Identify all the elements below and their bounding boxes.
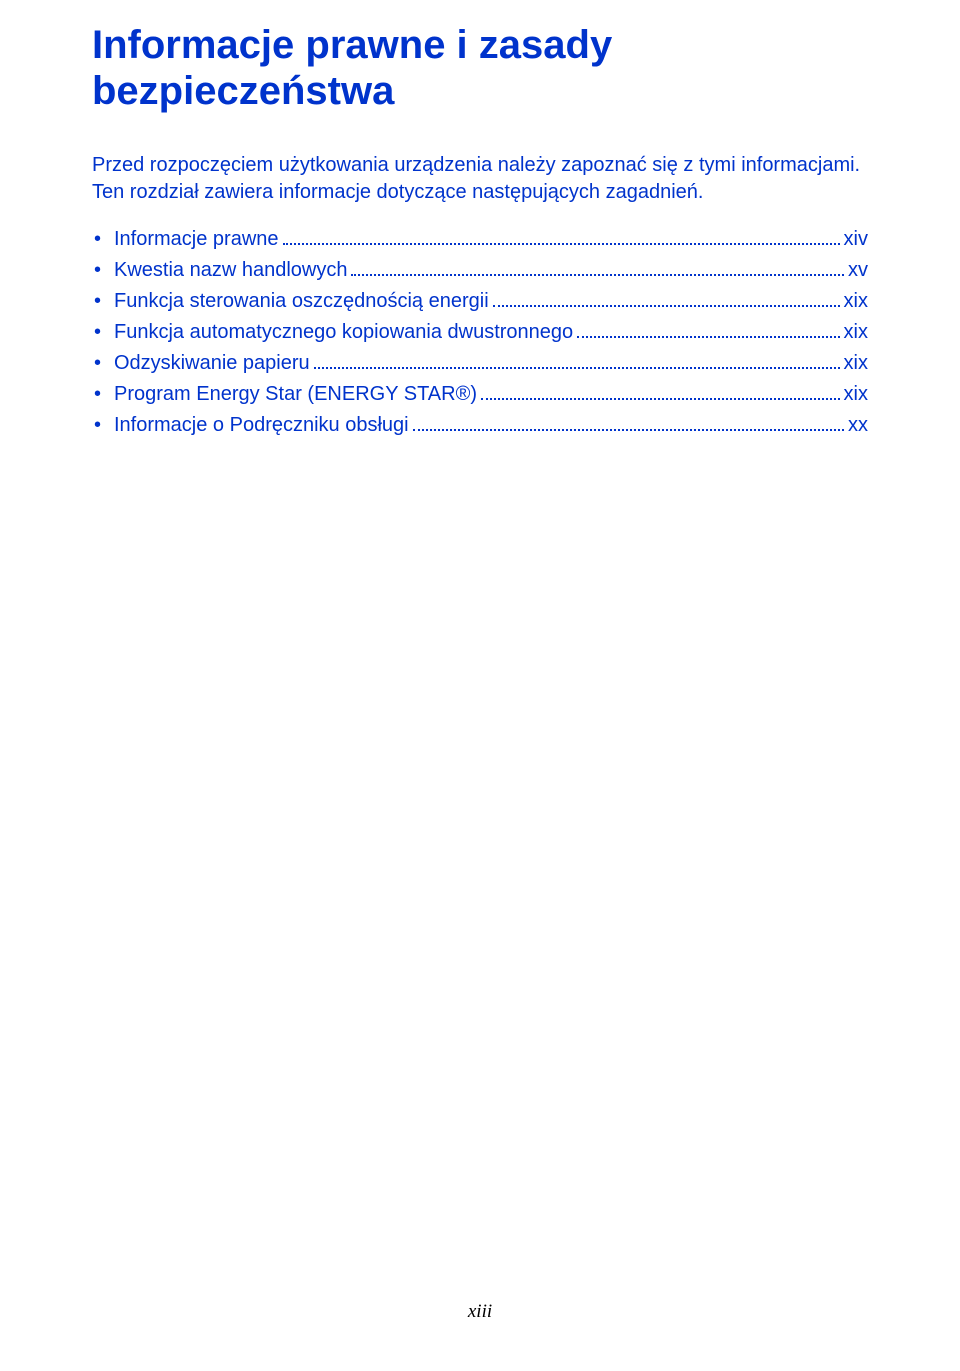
toc-leader-dots	[283, 229, 840, 245]
toc-item[interactable]: Funkcja automatycznego kopiowania dwustr…	[92, 317, 868, 348]
intro-paragraph: Przed rozpoczęciem użytkowania urządzeni…	[92, 152, 868, 206]
toc-leader-dots	[481, 384, 840, 400]
toc-item[interactable]: Informacje o Podręczniku obsługi xx	[92, 410, 868, 441]
toc-label: Funkcja automatycznego kopiowania dwustr…	[114, 317, 573, 348]
toc-leader-dots	[351, 260, 844, 276]
page-number-footer: xiii	[0, 1301, 960, 1323]
toc-page-ref: xix	[844, 379, 868, 410]
toc-leader-dots	[577, 322, 839, 338]
toc-page-ref: xix	[844, 286, 868, 317]
page-title: Informacje prawne i zasady bezpieczeństw…	[92, 22, 868, 114]
toc-label: Kwestia nazw handlowych	[114, 255, 347, 286]
toc-label: Funkcja sterowania oszczędnością energii	[114, 286, 489, 317]
toc-label: Program Energy Star (ENERGY STAR®)	[114, 379, 477, 410]
table-of-contents: Informacje prawne xiv Kwestia nazw handl…	[92, 224, 868, 441]
toc-page-ref: xix	[844, 317, 868, 348]
toc-leader-dots	[413, 415, 844, 431]
document-page: Informacje prawne i zasady bezpieczeństw…	[0, 0, 960, 1371]
toc-label: Odzyskiwanie papieru	[114, 348, 310, 379]
toc-label: Informacje o Podręczniku obsługi	[114, 410, 409, 441]
toc-leader-dots	[314, 353, 840, 369]
toc-page-ref: xv	[848, 255, 868, 286]
toc-item[interactable]: Funkcja sterowania oszczędnością energii…	[92, 286, 868, 317]
toc-item[interactable]: Odzyskiwanie papieru xix	[92, 348, 868, 379]
toc-label: Informacje prawne	[114, 224, 279, 255]
toc-page-ref: xiv	[844, 224, 868, 255]
toc-item[interactable]: Informacje prawne xiv	[92, 224, 868, 255]
toc-page-ref: xix	[844, 348, 868, 379]
toc-item[interactable]: Kwestia nazw handlowych xv	[92, 255, 868, 286]
toc-page-ref: xx	[848, 410, 868, 441]
toc-item[interactable]: Program Energy Star (ENERGY STAR®) xix	[92, 379, 868, 410]
toc-leader-dots	[493, 291, 840, 307]
